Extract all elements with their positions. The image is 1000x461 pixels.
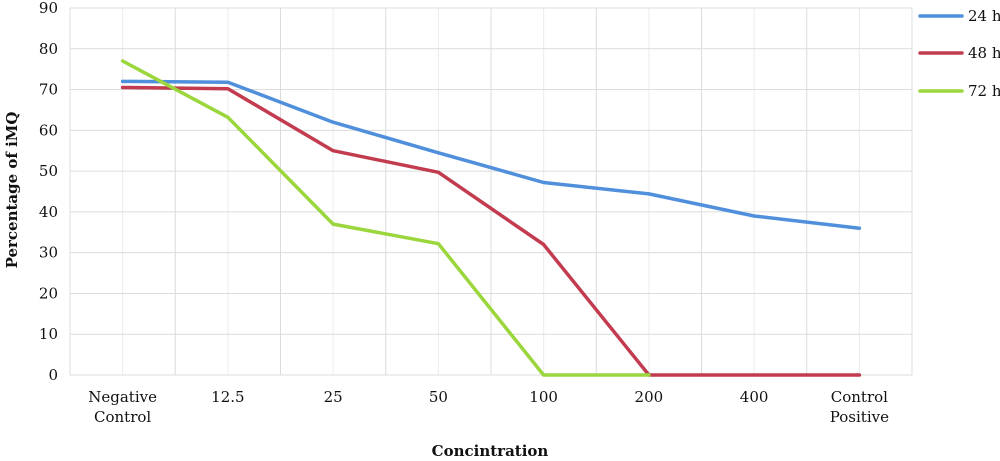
series-lines xyxy=(120,59,862,377)
x-tick-label: 400 xyxy=(740,388,769,406)
axes: 0 10 20 30 40 50 60 70 80 90 Negative Control 12.5 25… xyxy=(39,0,889,426)
x-tick-label: Control Positive xyxy=(830,388,889,426)
y-tick-label: 20 xyxy=(39,284,58,302)
y-tick-label: 30 xyxy=(39,244,58,262)
legend-label: 72 h xyxy=(968,82,1000,100)
y-tick-label: 60 xyxy=(39,121,58,139)
series-line-1 xyxy=(120,79,862,230)
x-tick-label: 200 xyxy=(635,388,664,406)
x-tick-label: Negative Control xyxy=(88,388,157,426)
y-tick-label: 90 xyxy=(39,0,58,17)
series-line-3 xyxy=(120,59,651,377)
x-tick-label: 50 xyxy=(429,388,448,406)
y-tick-label: 0 xyxy=(48,366,58,384)
y-tick-label: 40 xyxy=(39,203,58,221)
y-tick-label: 50 xyxy=(39,162,58,180)
x-tick-label: 100 xyxy=(529,388,558,406)
x-axis-title: Concintration xyxy=(432,442,549,460)
grid xyxy=(69,7,913,376)
x-tick-label: 12.5 xyxy=(211,388,244,406)
legend-label: 24 h xyxy=(968,7,1000,25)
y-tick-label: 10 xyxy=(39,325,58,343)
y-tick-label: 80 xyxy=(39,40,58,58)
legend-label: 48 h xyxy=(968,44,1000,62)
y-axis-title: Percentage of iMQ xyxy=(3,112,21,269)
series-line-2 xyxy=(120,85,862,377)
legend: 24 h 48 h 72 h xyxy=(918,7,1000,100)
y-tick-label: 70 xyxy=(39,81,58,99)
x-tick-label: 25 xyxy=(324,388,343,406)
